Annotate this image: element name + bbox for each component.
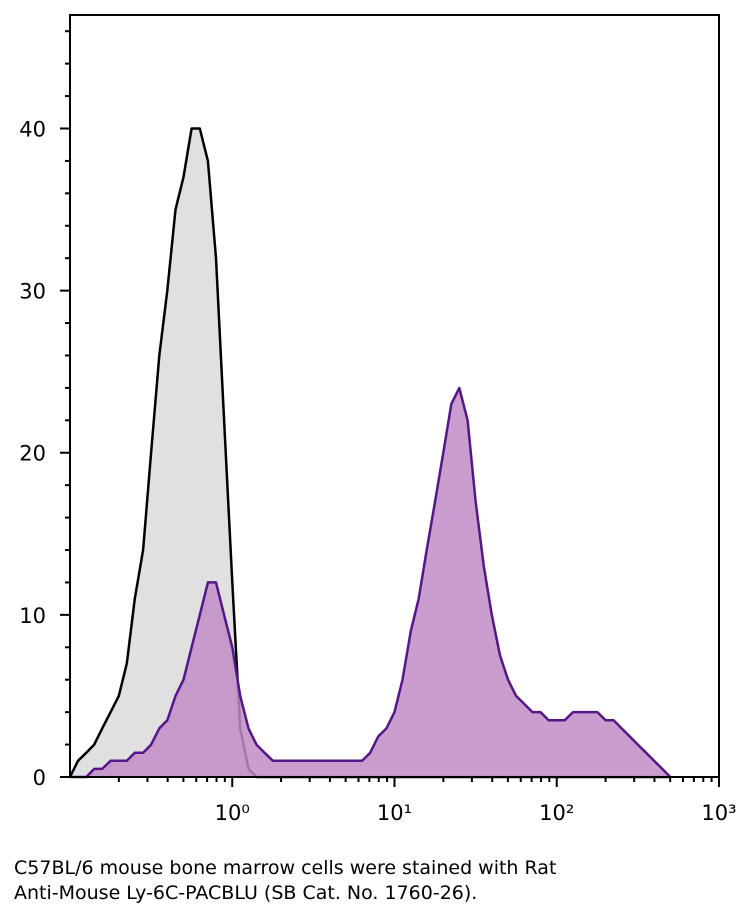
x-tick-label: 10⁰ xyxy=(215,801,250,825)
caption-line: C57BL/6 mouse bone marrow cells were sta… xyxy=(14,857,556,879)
x-tick-label: 10³ xyxy=(701,801,736,825)
y-tick-label: 30 xyxy=(19,280,46,304)
y-tick-label: 40 xyxy=(19,117,46,141)
x-tick-label: 10¹ xyxy=(377,801,412,825)
x-tick-label: 10² xyxy=(539,801,574,825)
y-tick-label: 10 xyxy=(19,604,46,628)
histogram-line xyxy=(70,386,672,779)
area-fill xyxy=(70,128,671,777)
y-tick-label: 0 xyxy=(33,766,46,790)
area-fill xyxy=(70,387,671,777)
y-tick-label: 20 xyxy=(19,442,46,466)
caption-line: Anti-Mouse Ly-6C-PACBLU (SB Cat. No. 176… xyxy=(14,882,477,904)
